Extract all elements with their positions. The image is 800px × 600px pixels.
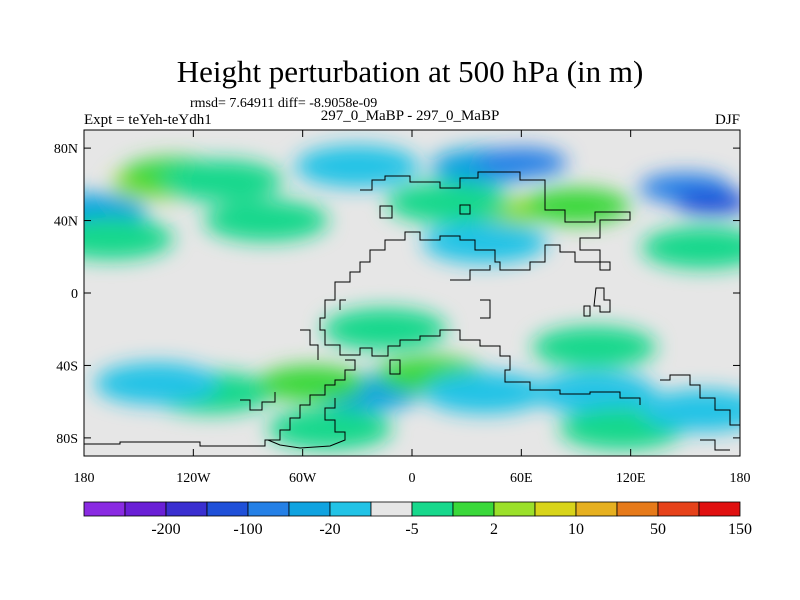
field-blob (532, 326, 657, 369)
x-tick-label: 180 (74, 471, 95, 486)
center-label: 297_0_MaBP - 297_0_MaBP (321, 108, 500, 124)
colorbar-label: -200 (151, 521, 180, 538)
chart-subtitle: rmsd= 7.64911 diff= -8.9058e-09 (190, 96, 377, 111)
chart-title: Height perturbation at 500 hPa (in m) (177, 54, 644, 89)
field-blob (257, 365, 366, 402)
colorbar-label: 50 (650, 521, 666, 538)
y-tick-label: 40S (56, 359, 78, 374)
y-axis: 80N 40N 0 40S 80S (54, 142, 740, 447)
field-blob (475, 147, 568, 178)
y-tick-label: 40N (54, 215, 78, 230)
field-blob (641, 226, 740, 269)
colorbar-swatch (493, 501, 536, 517)
field-blob (268, 407, 392, 450)
y-tick-label: 80N (54, 142, 78, 157)
coastline-path (84, 171, 740, 451)
colorbar-swatch (288, 501, 331, 517)
colorbar-swatch (534, 501, 577, 517)
field-blob (674, 190, 740, 215)
colorbar-swatch (452, 501, 495, 517)
colorbar-label: 2 (490, 521, 498, 538)
field-blob (158, 159, 283, 202)
y-tick-label: 0 (71, 287, 78, 302)
y-tick-label: 80S (56, 432, 78, 447)
x-tick-label: 0 (409, 471, 416, 486)
x-tick-label: 60W (289, 471, 317, 486)
colorbar-label: 10 (568, 521, 584, 538)
field-blob (84, 217, 174, 260)
field-blob (422, 371, 547, 414)
field-blob (422, 221, 547, 264)
coastline-path-2 (240, 329, 319, 411)
colorbar-swatch (329, 501, 372, 517)
coastline (84, 171, 740, 451)
colorbar-swatch (83, 501, 126, 517)
field-blob (94, 362, 219, 405)
colorbar-swatch (657, 501, 700, 517)
colorbar-swatch (575, 501, 618, 517)
x-tick-label: 180 (730, 471, 751, 486)
field-contours (84, 145, 740, 450)
colorbar-swatch (247, 501, 290, 517)
field-blob (204, 199, 329, 242)
field-blob (295, 145, 420, 188)
colorbar-swatch (124, 501, 167, 517)
colorbar-label: -100 (233, 521, 262, 538)
map-area (83, 129, 741, 457)
colorbar-swatch (698, 501, 741, 517)
field-blob (322, 308, 447, 351)
colorbar-label: -5 (405, 521, 418, 538)
colorbar-swatch (206, 501, 249, 517)
field-blob (522, 188, 630, 225)
colorbar-label: -20 (319, 521, 340, 538)
colorbar-label: 150 (728, 521, 752, 538)
x-tick-label: 120E (616, 471, 646, 486)
x-axis: 180 120W 60W 0 60E 120E 180 (74, 130, 751, 486)
colorbar-swatch (370, 501, 413, 517)
colorbar-swatch (616, 501, 659, 517)
x-tick-label: 120W (176, 471, 211, 486)
field-blob (386, 181, 511, 224)
right-label: DJF (715, 112, 740, 128)
colorbar: -200 -100 -20 -5 2 10 50 150 (83, 501, 752, 538)
x-tick-label: 60E (510, 471, 533, 486)
left-label: Expt = teYeh-teYdh1 (84, 112, 212, 128)
field-blob (641, 389, 740, 432)
field-blob (532, 371, 657, 414)
colorbar-swatch (411, 501, 454, 517)
colorbar-swatch (165, 501, 208, 517)
